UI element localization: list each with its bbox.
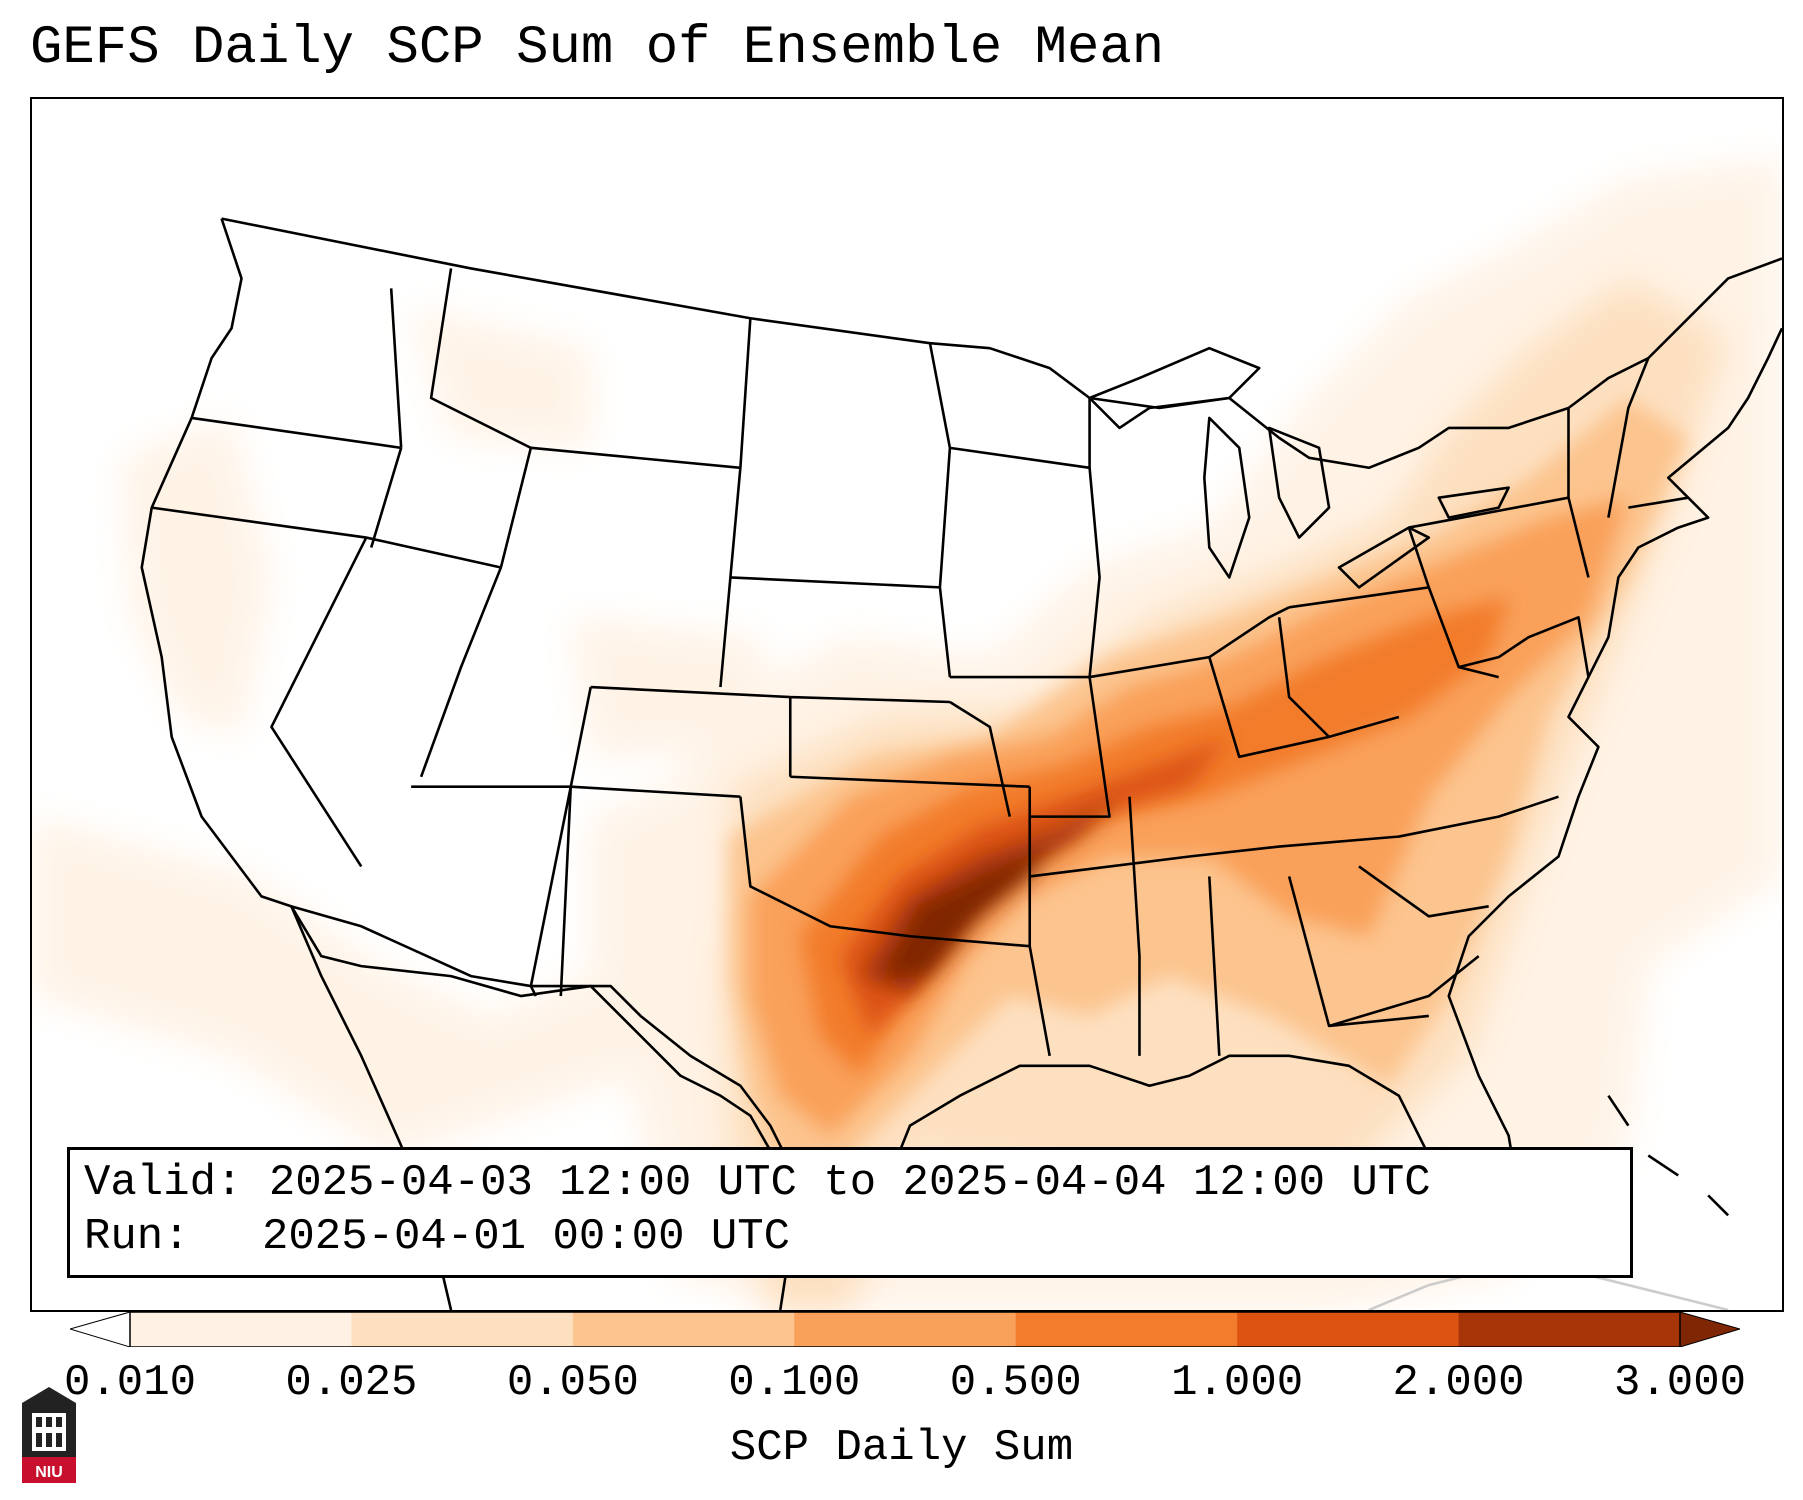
colorbar-segment	[1458, 1312, 1681, 1347]
colorbar-segment	[351, 1312, 574, 1347]
lake-superior	[1088, 346, 1261, 410]
colorbar-segment	[794, 1312, 1017, 1347]
valid-line: Valid: 2025-04-03 12:00 UTC to 2025-04-0…	[84, 1156, 1616, 1210]
state-borders	[151, 268, 1689, 1057]
shade-level-3.000	[880, 846, 1050, 977]
colorbar-label: SCP Daily Sum	[729, 1423, 1074, 1473]
map-title: GEFS Daily SCP Sum of Ensemble Mean	[30, 18, 1165, 79]
bahamas	[1607, 1094, 1730, 1217]
niu-logo-text: NIU	[35, 1464, 63, 1481]
lake-ontario	[1437, 486, 1510, 519]
colorbar-segment	[1015, 1312, 1238, 1347]
map-canvas	[32, 158, 1782, 1310]
shade-level-0.010-mid	[570, 617, 771, 757]
colorbar-over-triangle	[1679, 1312, 1740, 1347]
colorbar-outline	[129, 1312, 1681, 1347]
colorbar-tick-label: 1.000	[1171, 1358, 1304, 1408]
us-canada-border	[221, 217, 1782, 470]
us-mexico-border	[291, 905, 802, 1186]
colorbar-tick-label: 0.025	[285, 1358, 418, 1408]
colorbar-tick-label: 3.000	[1613, 1358, 1747, 1408]
colorbar-segment	[130, 1312, 352, 1347]
map-boundaries	[140, 217, 1782, 1310]
colorbar-tick-label: 0.100	[728, 1358, 861, 1408]
colorbar-tick-label: 0.500	[949, 1358, 1082, 1408]
colorbar-tick-label: 0.050	[506, 1358, 639, 1408]
colorbar-segments	[130, 1312, 1681, 1347]
colorbar-tick-label: 2.000	[1392, 1358, 1525, 1408]
colorbar-under-triangle	[70, 1312, 131, 1347]
colorbar-segment	[572, 1312, 795, 1347]
shade-level-0.010-west	[121, 417, 272, 737]
shade-level-0.010-north	[411, 308, 591, 448]
niu-logo: NIU	[22, 1387, 76, 1483]
colorbar-tick-label: 0.010	[63, 1358, 197, 1408]
shade-level-0.500	[800, 597, 1509, 1076]
run-line: Run: 2025-04-01 00:00 UTC	[84, 1210, 1616, 1264]
run-value: 2025-04-01 00:00 UTC	[262, 1212, 791, 1262]
colorbar-segment	[1237, 1312, 1460, 1347]
shade-level-1.000	[840, 736, 1230, 1036]
valid-label: Valid:	[84, 1158, 243, 1208]
lake-erie	[1337, 526, 1431, 589]
valid-value: 2025-04-03 12:00 UTC to 2025-04-04 12:00…	[268, 1158, 1431, 1208]
scp-shading	[32, 158, 1782, 1310]
run-label: Run:	[84, 1212, 190, 1262]
map-panel	[30, 97, 1784, 1312]
us-coastline	[140, 218, 1782, 1227]
colorbar	[70, 1312, 1740, 1347]
lake-michigan	[1203, 416, 1251, 579]
lake-huron	[1267, 426, 1331, 539]
valid-run-info-box: Valid: 2025-04-03 12:00 UTC to 2025-04-0…	[67, 1147, 1633, 1278]
